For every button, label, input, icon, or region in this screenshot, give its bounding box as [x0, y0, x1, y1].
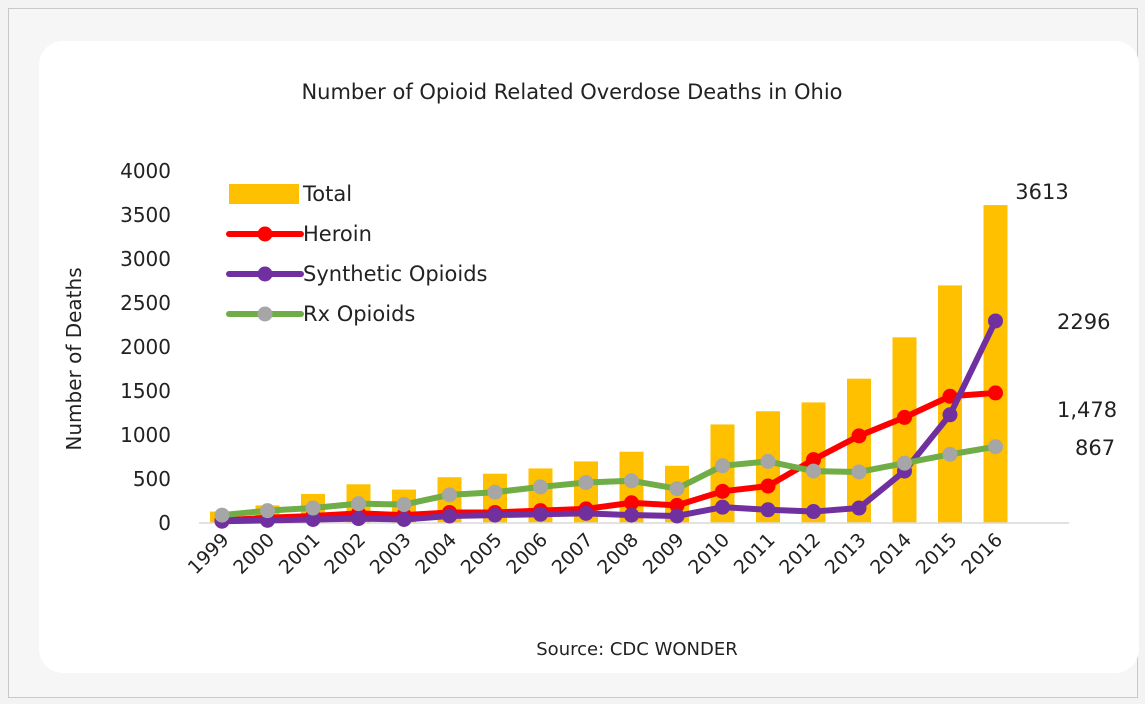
bar-total — [983, 205, 1008, 523]
data-label-total: 3613 — [1015, 180, 1068, 204]
point-synthetic-opioids — [988, 313, 1003, 329]
point-heroin — [988, 385, 1003, 401]
data-label-rx-opioids: 867 — [1075, 436, 1115, 460]
point-rx-opioids — [396, 497, 412, 513]
point-heroin — [806, 452, 821, 468]
point-synthetic-opioids — [305, 511, 321, 527]
bar-total — [892, 337, 917, 523]
point-synthetic-opioids — [578, 505, 594, 521]
point-rx-opioids — [487, 484, 503, 500]
point-rx-opioids — [851, 464, 867, 480]
point-synthetic-opioids — [396, 511, 412, 527]
point-heroin — [669, 497, 685, 513]
point-rx-opioids — [351, 496, 366, 512]
point-rx-opioids — [669, 481, 685, 497]
point-synthetic-opioids — [442, 508, 457, 524]
screenshot-frame: Number of Opioid Related Overdose Deaths… — [8, 8, 1139, 698]
point-heroin — [851, 428, 867, 444]
legend-marker-rx-opioids — [257, 306, 273, 322]
bars-total — [210, 205, 1008, 523]
x-tick-label: 2016 — [957, 529, 1007, 579]
point-rx-opioids — [533, 479, 548, 495]
y-tick-label: 4000 — [120, 159, 171, 183]
series-line-synthetic-opioids — [219, 317, 999, 525]
point-synthetic-opioids — [851, 500, 867, 516]
y-tick-label: 3000 — [120, 247, 171, 271]
point-rx-opioids — [214, 507, 230, 523]
point-heroin — [624, 495, 639, 511]
y-axis-ticks: 0 500 1000 1500 2000 2500 3000 3500 4000 — [120, 159, 171, 535]
chart-source: Source: CDC WONDER — [536, 639, 738, 660]
x-tick-label: 1999 — [184, 529, 234, 579]
point-synthetic-opioids — [715, 499, 730, 515]
x-axis-ticks: 1999200020012002200320042005200620072008… — [184, 529, 1007, 579]
x-tick-label: 2015 — [912, 529, 962, 579]
point-rx-opioids — [578, 475, 594, 491]
point-rx-opioids — [760, 453, 776, 469]
chart-card: Number of Opioid Related Overdose Deaths… — [39, 41, 1139, 673]
legend-label-rx-opioids: Rx Opioids — [303, 302, 415, 326]
x-tick-label: 2000 — [229, 529, 279, 579]
x-tick-label: 2011 — [730, 529, 780, 579]
x-tick-label: 2006 — [502, 529, 552, 579]
series-line-rx-opioids — [219, 443, 999, 519]
point-rx-opioids — [442, 487, 457, 503]
y-tick-label: 3500 — [120, 203, 171, 227]
legend-marker-heroin — [257, 226, 273, 242]
y-axis-label: Number of Deaths — [62, 267, 86, 450]
series-line-heroin — [219, 389, 999, 524]
legend-marker-synthetic-opioids — [257, 266, 273, 282]
legend-label-synthetic-opioids: Synthetic Opioids — [303, 262, 487, 286]
x-tick-label: 2002 — [320, 529, 370, 579]
y-tick-label: 2000 — [120, 335, 171, 359]
point-synthetic-opioids — [760, 502, 776, 518]
x-tick-label: 2008 — [593, 529, 643, 579]
point-rx-opioids — [942, 446, 958, 462]
x-tick-label: 2007 — [548, 529, 598, 579]
y-tick-label: 500 — [133, 467, 171, 491]
y-tick-label: 0 — [158, 511, 171, 535]
chart-title: Number of Opioid Related Overdose Deaths… — [301, 80, 842, 104]
x-tick-label: 2003 — [366, 529, 416, 579]
point-rx-opioids — [988, 439, 1003, 455]
point-synthetic-opioids — [487, 507, 503, 523]
point-heroin — [760, 478, 776, 494]
y-tick-label: 2500 — [120, 291, 171, 315]
point-rx-opioids — [305, 500, 321, 516]
point-heroin — [897, 409, 912, 425]
point-heroin — [715, 483, 730, 499]
x-tick-label: 2009 — [639, 529, 689, 579]
data-label-heroin: 1,478 — [1057, 398, 1117, 422]
point-rx-opioids — [624, 473, 639, 489]
point-synthetic-opioids — [533, 506, 548, 522]
line-series — [214, 313, 1003, 529]
x-tick-label: 2010 — [684, 529, 734, 579]
point-synthetic-opioids — [351, 511, 366, 527]
point-synthetic-opioids — [624, 507, 639, 523]
point-rx-opioids — [806, 463, 821, 479]
x-tick-label: 2004 — [411, 529, 461, 579]
y-tick-label: 1500 — [120, 379, 171, 403]
y-tick-label: 1000 — [120, 423, 171, 447]
point-rx-opioids — [897, 455, 912, 471]
legend-label-total: Total — [302, 182, 352, 206]
data-label-synthetic-opioids: 2296 — [1057, 310, 1110, 334]
x-tick-label: 2001 — [275, 529, 325, 579]
point-synthetic-opioids — [669, 508, 685, 524]
legend-label-heroin: Heroin — [303, 222, 372, 246]
legend: Total Heroin Synthetic Opioids Rx Opioids — [226, 182, 487, 326]
data-labels: 3613 2296 1,478 867 — [1015, 180, 1117, 460]
x-tick-label: 2012 — [775, 529, 825, 579]
point-rx-opioids — [715, 458, 730, 474]
point-synthetic-opioids — [806, 504, 821, 520]
point-heroin — [942, 388, 958, 404]
opioid-deaths-chart: Number of Opioid Related Overdose Deaths… — [62, 80, 1117, 660]
x-tick-label: 2014 — [866, 529, 916, 579]
x-tick-label: 2013 — [821, 529, 871, 579]
point-synthetic-opioids — [942, 407, 958, 423]
x-tick-label: 2005 — [457, 529, 507, 579]
legend-swatch-total — [229, 184, 299, 204]
point-rx-opioids — [260, 503, 275, 519]
